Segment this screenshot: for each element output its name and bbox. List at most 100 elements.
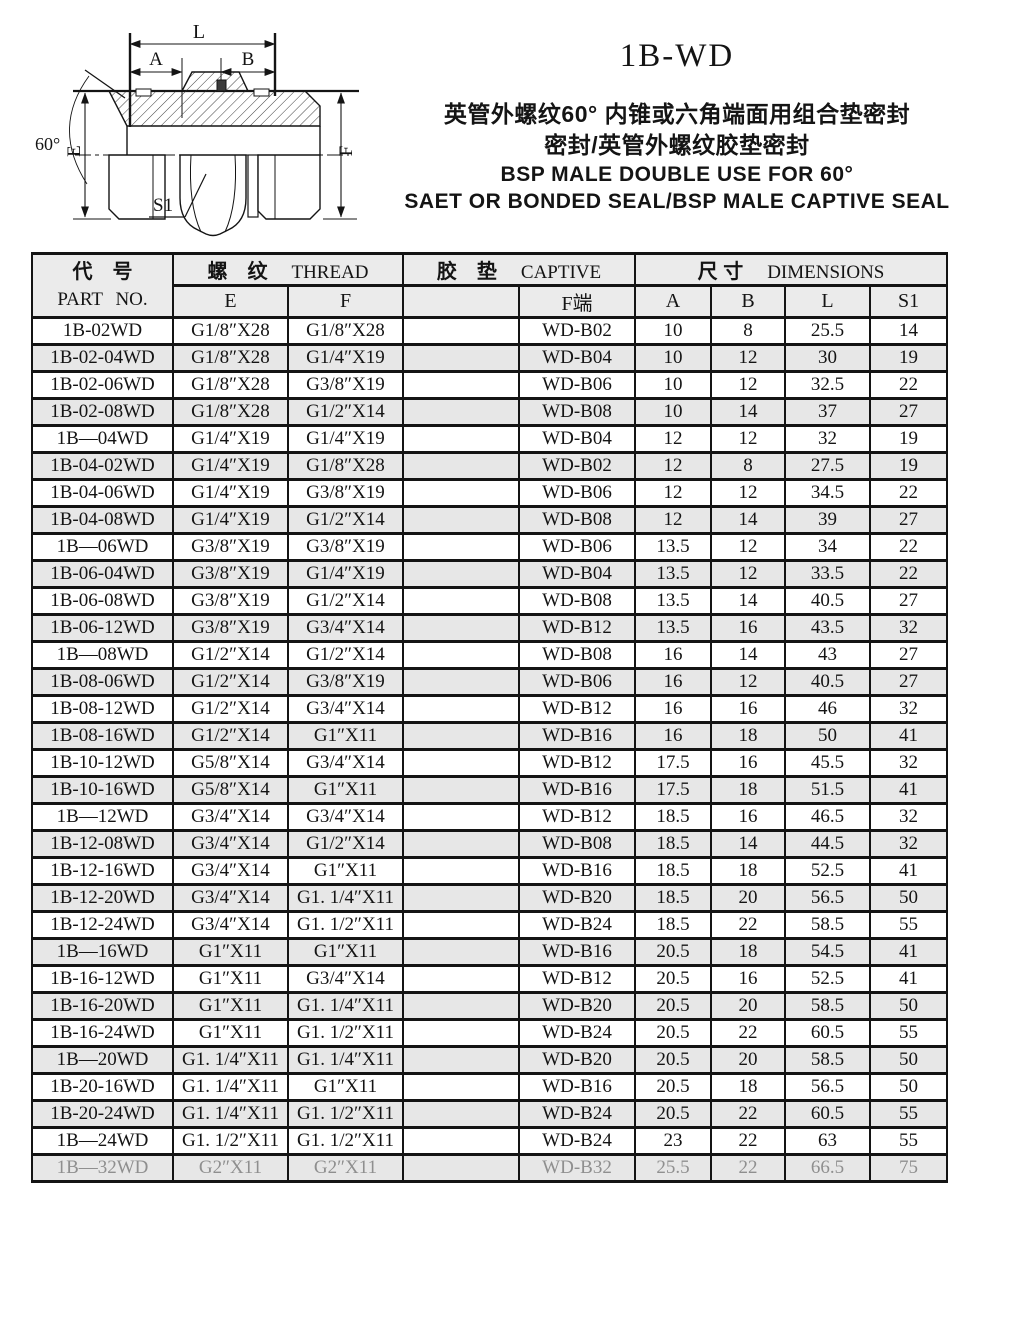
cell-captive-blank bbox=[402, 451, 520, 481]
thread-relief-notch-left bbox=[135, 88, 152, 97]
header-col-l: L bbox=[784, 284, 872, 319]
cell-captive-f-end: WD-B12 bbox=[517, 748, 637, 778]
cell-dim-a: 18.5 bbox=[634, 910, 713, 940]
cell-dim-s1: 19 bbox=[869, 451, 949, 481]
cell-dim-a: 12 bbox=[634, 478, 713, 508]
cell-part-no: 1B—04WD bbox=[31, 424, 174, 454]
cell-captive-blank bbox=[402, 478, 520, 508]
cell-part-no: 1B—06WD bbox=[31, 532, 174, 562]
cell-dim-s1: 41 bbox=[869, 775, 949, 805]
header-col-f-end: F端 bbox=[517, 284, 637, 319]
cell-dim-l: 40.5 bbox=[784, 667, 872, 697]
cell-dim-b: 20 bbox=[710, 883, 787, 913]
table-row: 1B-16-12WD G1″X11 G3/4″X14 WD-B12 20.5 1… bbox=[31, 964, 949, 994]
cell-dim-a: 12 bbox=[634, 505, 713, 535]
cell-thread-f: G1/4″X19 bbox=[287, 424, 404, 454]
cell-dim-l: 58.5 bbox=[784, 991, 872, 1021]
cell-dim-l: 37 bbox=[784, 397, 872, 427]
cell-part-no: 1B-16-20WD bbox=[31, 991, 174, 1021]
cell-dim-s1: 50 bbox=[869, 1045, 949, 1075]
captive-washer-band bbox=[247, 154, 259, 218]
table-row: 1B—04WD G1/4″X19 G1/4″X19 WD-B04 12 12 3… bbox=[31, 424, 949, 454]
cell-thread-e: G3/8″X19 bbox=[172, 613, 289, 643]
cell-dim-s1: 32 bbox=[869, 694, 949, 724]
table-body: 1B-02WD G1/8″X28 G1/8″X28 WD-B02 10 8 25… bbox=[31, 316, 949, 1183]
cell-captive-blank bbox=[402, 667, 520, 697]
fitting-section-drawing: L A B 60° E bbox=[35, 21, 359, 237]
cell-thread-f: G3/4″X14 bbox=[287, 748, 404, 778]
cell-captive-f-end: WD-B08 bbox=[517, 640, 637, 670]
cell-thread-e: G3/4″X14 bbox=[172, 802, 289, 832]
cell-dim-a: 18.5 bbox=[634, 829, 713, 859]
cell-dim-l: 39 bbox=[784, 505, 872, 535]
cell-dim-l: 34 bbox=[784, 532, 872, 562]
cell-part-no: 1B-04-06WD bbox=[31, 478, 174, 508]
cell-thread-e: G1/2″X14 bbox=[172, 721, 289, 751]
cell-thread-e: G1. 1/4″X11 bbox=[172, 1045, 289, 1075]
table-row: 1B—32WD G2″X11 G2″X11 WD-B32 25.5 22 66.… bbox=[31, 1153, 949, 1183]
cell-captive-blank bbox=[402, 1072, 520, 1102]
cell-thread-e: G5/8″X14 bbox=[172, 775, 289, 805]
table-row: 1B-20-16WD G1. 1/4″X11 G1″X11 WD-B16 20.… bbox=[31, 1072, 949, 1102]
table-row: 1B-12-24WD G3/4″X14 G1. 1/2″X11 WD-B24 1… bbox=[31, 910, 949, 940]
hex-flat-right bbox=[224, 154, 237, 233]
header-group-row: 代 号 PART NO. 螺 纹 THREAD 胶 垫 CAPTIVE 尺 寸 … bbox=[31, 252, 949, 319]
cell-thread-f: G1″X11 bbox=[287, 1072, 404, 1102]
table-row: 1B-10-12WD G5/8″X14 G3/4″X14 WD-B12 17.5… bbox=[31, 748, 949, 778]
header-col-b: B bbox=[710, 284, 787, 319]
table-header: 代 号 PART NO. 螺 纹 THREAD 胶 垫 CAPTIVE 尺 寸 … bbox=[31, 252, 949, 319]
cell-dim-s1: 27 bbox=[869, 640, 949, 670]
cell-thread-e: G1″X11 bbox=[172, 937, 289, 967]
cell-dim-a: 16 bbox=[634, 694, 713, 724]
cell-thread-f: G1/4″X19 bbox=[287, 343, 404, 373]
header-dimensions-cn: 尺 寸 bbox=[697, 261, 744, 283]
cell-part-no: 1B-02-08WD bbox=[31, 397, 174, 427]
cell-part-no: 1B-08-12WD bbox=[31, 694, 174, 724]
subtitle-cn-line1: 英管外螺纹60° 内锥或六角端面用组合垫密封 bbox=[443, 101, 911, 127]
cell-captive-f-end: WD-B16 bbox=[517, 775, 637, 805]
cell-dim-s1: 55 bbox=[869, 1126, 949, 1156]
dim-label-L: L bbox=[193, 21, 205, 43]
cell-part-no: 1B-06-12WD bbox=[31, 613, 174, 643]
cell-dim-l: 52.5 bbox=[784, 856, 872, 886]
cell-part-no: 1B-10-16WD bbox=[31, 775, 174, 805]
cell-dim-l: 45.5 bbox=[784, 748, 872, 778]
cell-part-no: 1B-10-12WD bbox=[31, 748, 174, 778]
cell-dim-a: 12 bbox=[634, 424, 713, 454]
cell-dim-s1: 19 bbox=[869, 343, 949, 373]
header-captive-cn: 胶 垫 bbox=[436, 261, 497, 283]
cell-captive-f-end: WD-B24 bbox=[517, 1099, 637, 1129]
cell-dim-b: 12 bbox=[710, 478, 787, 508]
cell-dim-l: 33.5 bbox=[784, 559, 872, 589]
cell-thread-f: G1″X11 bbox=[287, 937, 404, 967]
cell-dim-s1: 50 bbox=[869, 991, 949, 1021]
cell-thread-e: G1/8″X28 bbox=[172, 397, 289, 427]
table-row: 1B-02-06WD G1/8″X28 G3/8″X19 WD-B06 10 1… bbox=[31, 370, 949, 400]
cell-thread-e: G1. 1/4″X11 bbox=[172, 1072, 289, 1102]
cell-captive-f-end: WD-B08 bbox=[517, 505, 637, 535]
table-row: 1B-02-04WD G1/8″X28 G1/4″X19 WD-B04 10 1… bbox=[31, 343, 949, 373]
cell-dim-l: 40.5 bbox=[784, 586, 872, 616]
cell-thread-e: G1″X11 bbox=[172, 1018, 289, 1048]
header-col-captive-blank bbox=[402, 284, 520, 319]
cell-part-no: 1B—24WD bbox=[31, 1126, 174, 1156]
cell-dim-a: 25.5 bbox=[634, 1153, 713, 1183]
table-row: 1B—20WD G1. 1/4″X11 G1. 1/4″X11 WD-B20 2… bbox=[31, 1045, 949, 1075]
cell-dim-l: 58.5 bbox=[784, 1045, 872, 1075]
left-thread-outline bbox=[108, 154, 166, 220]
cell-thread-f: G3/8″X19 bbox=[287, 370, 404, 400]
cell-dim-a: 20.5 bbox=[634, 991, 713, 1021]
cell-captive-blank bbox=[402, 505, 520, 535]
cell-thread-f: G3/8″X19 bbox=[287, 532, 404, 562]
cell-captive-f-end: WD-B02 bbox=[517, 451, 637, 481]
dim-label-E: E bbox=[64, 145, 85, 157]
cell-thread-f: G1. 1/4″X11 bbox=[287, 991, 404, 1021]
cell-captive-blank bbox=[402, 748, 520, 778]
header-thread-cn: 螺 纹 bbox=[207, 261, 268, 283]
cell-captive-f-end: WD-B16 bbox=[517, 1072, 637, 1102]
cell-dim-s1: 41 bbox=[869, 856, 949, 886]
cell-thread-f: G1/8″X28 bbox=[287, 451, 404, 481]
body-section-hatched bbox=[107, 71, 321, 127]
cell-dim-s1: 50 bbox=[869, 883, 949, 913]
cell-dim-b: 16 bbox=[710, 613, 787, 643]
